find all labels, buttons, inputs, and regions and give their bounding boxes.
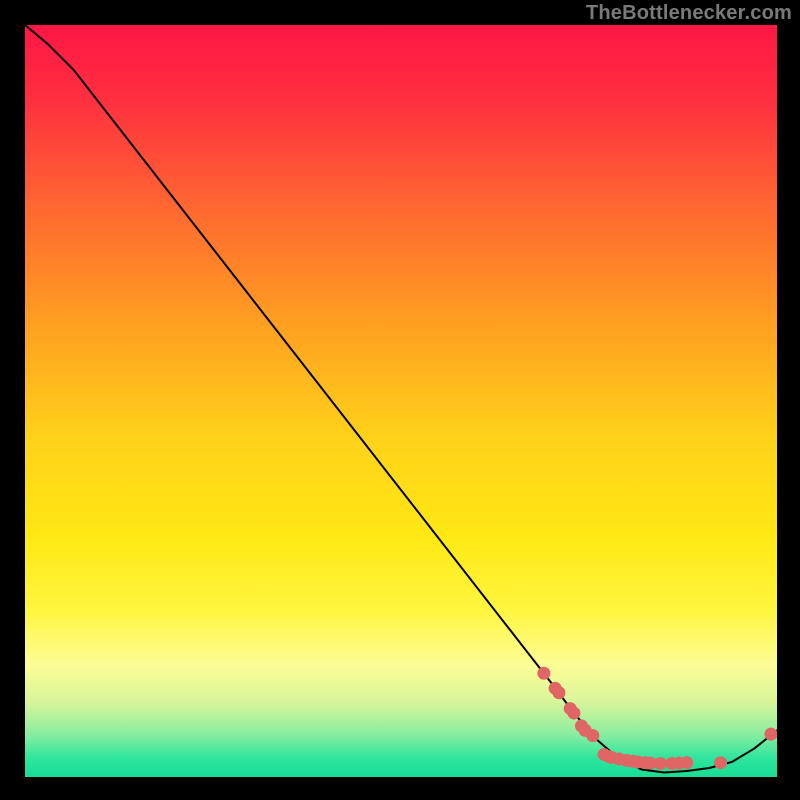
data-point [654,757,667,770]
chart-svg [25,25,777,777]
watermark-text: TheBottlenecker.com [586,2,792,25]
plot-area [25,25,777,777]
chart-background [25,25,777,777]
data-point [764,728,777,741]
data-point [567,707,580,720]
chart-container: TheBottlenecker.com [0,0,800,800]
data-point [680,756,693,769]
data-point [586,729,599,742]
data-point [537,667,550,680]
data-point [552,686,565,699]
data-point [714,756,727,769]
